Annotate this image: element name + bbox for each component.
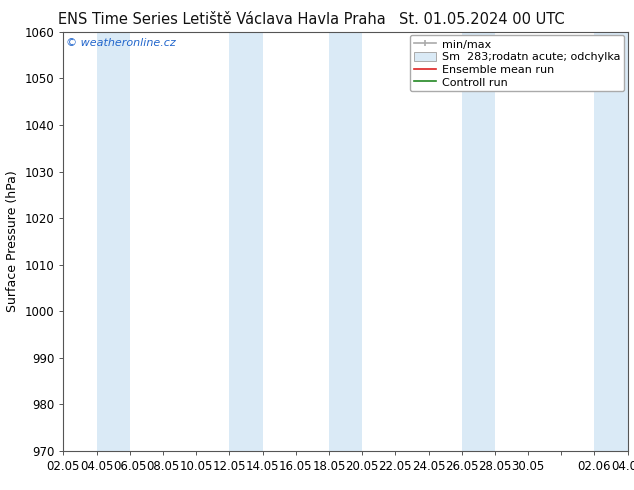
Legend: min/max, Sm  283;rodatn acute; odchylka, Ensemble mean run, Controll run: min/max, Sm 283;rodatn acute; odchylka, … [410, 35, 624, 92]
Text: © weatheronline.cz: © weatheronline.cz [66, 38, 176, 48]
Bar [96, 32, 130, 451]
Bar [595, 32, 628, 451]
Text: St. 01.05.2024 00 UTC: St. 01.05.2024 00 UTC [399, 12, 565, 27]
Bar [462, 32, 495, 451]
Y-axis label: Surface Pressure (hPa): Surface Pressure (hPa) [6, 171, 19, 312]
Bar [230, 32, 262, 451]
Text: ENS Time Series Letiště Václava Havla Praha: ENS Time Series Letiště Václava Havla Pr… [58, 12, 385, 27]
Bar [329, 32, 362, 451]
